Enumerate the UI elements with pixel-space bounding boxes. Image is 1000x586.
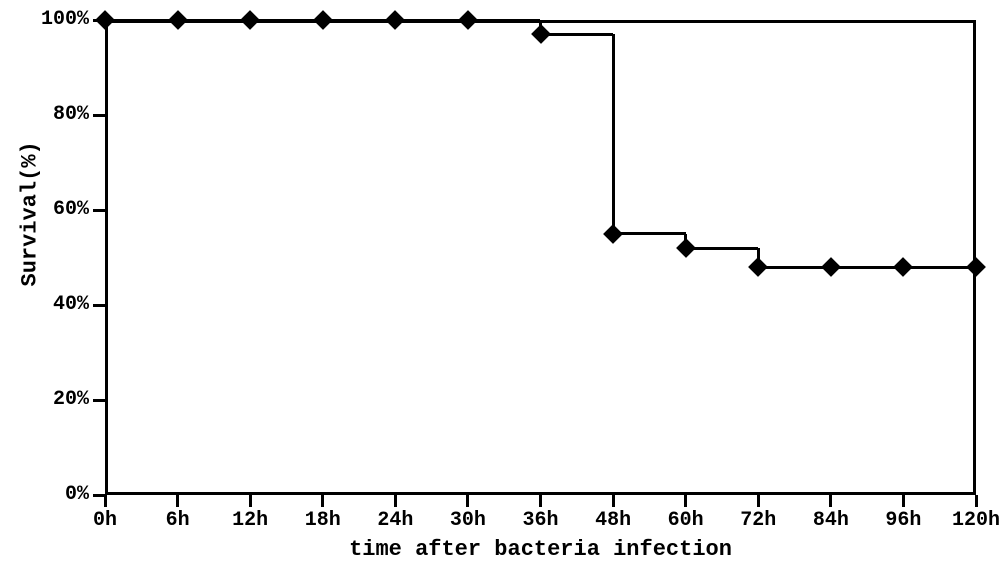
x-tick	[612, 495, 615, 507]
x-tick	[684, 495, 687, 507]
y-tick	[93, 209, 105, 212]
x-tick-label: 24h	[360, 509, 430, 532]
x-tick	[176, 495, 179, 507]
x-tick-label: 36h	[506, 509, 576, 532]
x-tick	[321, 495, 324, 507]
x-tick	[975, 495, 978, 507]
step-h-seg	[758, 266, 831, 269]
x-tick	[466, 495, 469, 507]
x-tick-label: 120h	[941, 509, 1000, 532]
x-tick-label: 0h	[70, 509, 140, 532]
x-tick-label: 60h	[651, 509, 721, 532]
x-tick	[829, 495, 832, 507]
plot-area-border	[105, 20, 976, 495]
x-tick-label: 18h	[288, 509, 358, 532]
x-tick-label: 6h	[143, 509, 213, 532]
step-h-seg	[395, 19, 468, 22]
x-tick-label: 30h	[433, 509, 503, 532]
y-tick-label: 100%	[41, 8, 89, 31]
x-tick	[394, 495, 397, 507]
step-h-seg	[613, 232, 686, 235]
x-axis-label: time after bacteria infection	[105, 537, 976, 562]
y-tick	[93, 114, 105, 117]
y-tick	[93, 399, 105, 402]
step-h-seg	[903, 266, 976, 269]
x-tick	[104, 495, 107, 507]
step-h-seg	[250, 19, 323, 22]
x-tick-label: 12h	[215, 509, 285, 532]
y-tick	[93, 304, 105, 307]
step-v-seg	[612, 34, 615, 237]
y-tick-label: 80%	[53, 103, 89, 126]
x-tick-label: 72h	[723, 509, 793, 532]
x-tick-label: 48h	[578, 509, 648, 532]
y-tick-label: 0%	[65, 483, 89, 506]
x-tick	[539, 495, 542, 507]
y-tick-label: 20%	[53, 388, 89, 411]
y-tick-label: 60%	[53, 198, 89, 221]
x-tick	[902, 495, 905, 507]
figure-frame: { "chart": { "type": "step-line", "title…	[0, 0, 1000, 586]
x-tick	[249, 495, 252, 507]
step-h-seg	[541, 33, 614, 36]
x-tick	[757, 495, 760, 507]
x-tick-label: 84h	[796, 509, 866, 532]
step-h-seg	[686, 247, 759, 250]
y-tick-label: 40%	[53, 293, 89, 316]
x-tick-label: 96h	[868, 509, 938, 532]
y-axis-label: Survival(%)	[18, 226, 43, 286]
step-h-seg	[468, 19, 541, 22]
step-h-seg	[105, 19, 178, 22]
